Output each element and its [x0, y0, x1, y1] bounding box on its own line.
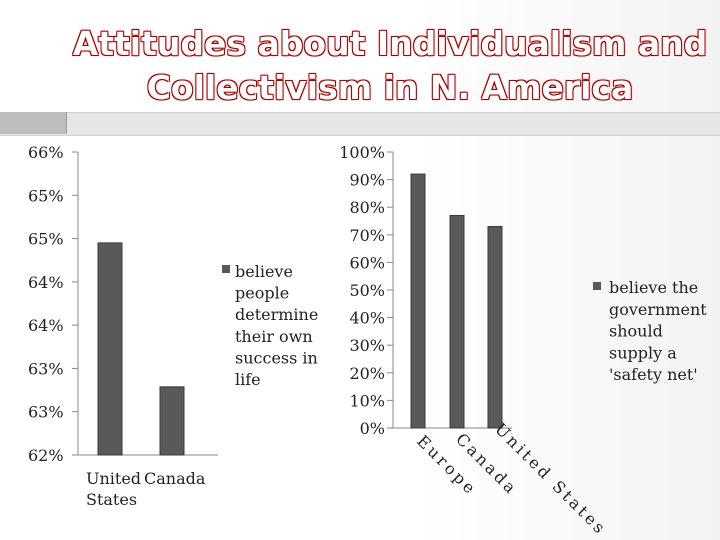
chart2-y-tick-label: 100% [339, 143, 385, 162]
chart1-legend-swatch [222, 265, 230, 273]
chart2-legend-label: supply a [609, 343, 677, 362]
chart2-y-tick-label: 30% [349, 336, 385, 355]
chart2-y-tick-label: 60% [349, 253, 385, 272]
title-line-1: Attitudes about Individualism and [72, 24, 708, 63]
header-tab [0, 112, 67, 134]
chart2-bar [410, 173, 426, 429]
background-decoration [420, 0, 720, 540]
chart1-legend-label: life [235, 370, 261, 389]
chart1-y-tick-label: 64% [28, 273, 64, 292]
chart1-y-tick-label: 63% [28, 359, 64, 378]
chart2-y-tick-label: 20% [349, 364, 385, 383]
chart1-y-tick-label: 65% [28, 186, 64, 205]
chart2-bar [487, 226, 503, 429]
chart2-bar [449, 214, 465, 429]
chart1-category-label: States [86, 490, 137, 509]
chart2-y-tick-label: 90% [349, 171, 385, 190]
chart1-y-tick-label: 64% [28, 316, 64, 335]
chart1-legend-label: believe [235, 262, 293, 281]
chart1-legend-label: people [235, 284, 289, 303]
chart2-y-tick-label: 10% [349, 391, 385, 410]
chart2-y-tick-label: 50% [349, 281, 385, 300]
chart2-y-tick-label: 70% [349, 226, 385, 245]
chart1-category-label: Canada [144, 469, 206, 488]
chart2-y-tick-label: 80% [349, 198, 385, 217]
slide-title: Attitudes about Individualism and Collec… [60, 22, 720, 110]
chart1-y-tick-label: 66% [28, 143, 64, 162]
chart2-legend-swatch [593, 282, 601, 290]
chart2-legend-label: 'safety net' [609, 365, 698, 384]
chart1-category-label: United [86, 469, 141, 488]
chart1-bar [159, 386, 185, 456]
chart1-legend-label: determine [235, 305, 318, 324]
chart2-y-tick-label: 40% [349, 309, 385, 328]
chart2-legend-label: should [609, 322, 663, 341]
title-line-2: Collectivism in N. America [146, 68, 634, 107]
chart2-legend-label: believe the [609, 278, 698, 297]
chart1-legend-label: success in [235, 348, 318, 367]
chart2-y-tick-label: 0% [360, 419, 385, 438]
chart1-y-tick-label: 63% [28, 403, 64, 422]
chart1-y-tick-label: 65% [28, 230, 64, 249]
header-band [0, 112, 720, 136]
chart1-legend-label: their own [235, 327, 313, 346]
chart1-y-tick-label: 62% [28, 446, 64, 465]
chart1-bar [97, 242, 123, 456]
chart2-legend-label: government [609, 300, 707, 319]
